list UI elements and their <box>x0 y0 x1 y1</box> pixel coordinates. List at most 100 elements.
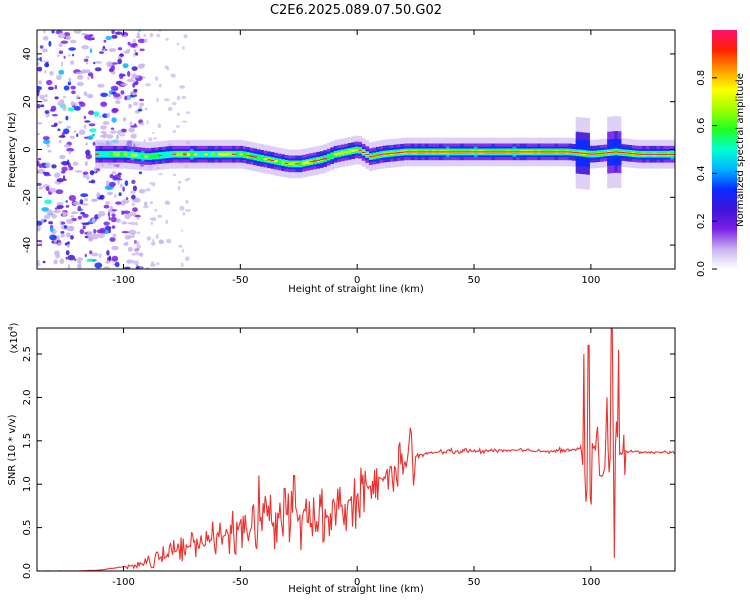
spectrogram-ridge-cell <box>95 153 100 155</box>
snr-y-multiplier-base: (x10 <box>9 331 20 354</box>
spectrogram-noise-blob <box>181 120 188 123</box>
spectrogram-noise-blob <box>131 179 136 184</box>
spectrogram-noise-blob <box>54 172 61 178</box>
spectrogram-noise-blob <box>129 94 138 97</box>
spectrogram-y-tick-label: 40 <box>22 48 33 61</box>
spectrogram-noise-blob <box>84 253 87 258</box>
spectrogram-noise-blob <box>131 233 135 238</box>
spectrogram-ridge-cell <box>337 152 341 155</box>
spectrogram-noise-blob <box>181 248 184 253</box>
spectrogram-ridge-cell <box>309 161 313 163</box>
spectrogram-noise-blob <box>122 117 127 122</box>
spectrogram-ridge-cell <box>127 151 131 158</box>
spectrogram-noise-blob <box>61 166 68 172</box>
spectrogram-noise-blob <box>87 236 94 242</box>
spectrogram-noise-blob <box>76 133 79 137</box>
spectrogram-noise-blob <box>109 237 116 242</box>
spectrogram-ridge-cell <box>656 153 660 155</box>
spectrogram-ridge-cell <box>281 160 285 165</box>
spectrogram-noise-blob <box>61 161 70 166</box>
spectrogram-ridge-cell <box>638 153 643 155</box>
spectrogram-ridge-cell <box>98 150 103 158</box>
spectrogram-ridge-cell <box>516 151 520 153</box>
spectrogram-noise-blob <box>99 134 107 138</box>
spectrogram-ridge-cell <box>123 152 128 157</box>
spectrogram-noise-blob <box>65 225 73 232</box>
spectrogram-noise-blob <box>124 213 131 220</box>
spectrogram-noise-blob <box>60 170 66 174</box>
spectrogram-noise-blob <box>137 109 143 112</box>
spectrogram-noise-blob <box>108 255 112 261</box>
spectrogram-noise-blob <box>139 48 145 52</box>
spectrogram-noise-blob <box>106 112 111 118</box>
spectrogram-noise-blob <box>112 233 117 239</box>
spectrogram-noise-blob <box>67 167 70 170</box>
spectrogram-noise-blob <box>105 35 112 41</box>
spectrogram-noise-blob <box>76 74 84 80</box>
spectrogram-y-tick-label: 20 <box>22 95 33 108</box>
spectrogram-noise-blob <box>143 202 147 206</box>
spectrogram-noise-blob <box>99 227 106 234</box>
spectrogram-noise-blob <box>57 54 60 57</box>
spectrogram-noise-blob <box>150 221 153 226</box>
spectrogram-noise-blob <box>68 47 76 51</box>
spectrogram-noise-blob <box>55 189 64 195</box>
spectrogram-ridge-cell <box>155 153 159 158</box>
spectrogram-noise-blob <box>90 259 97 262</box>
spectrogram-noise-blob <box>37 90 40 93</box>
spectrogram-noise-blob <box>103 39 107 43</box>
spectrogram-noise-blob <box>84 69 91 73</box>
spectrogram-noise-blob <box>81 203 89 206</box>
spectrogram-noise-blob <box>111 225 116 229</box>
spectrogram-noise-blob <box>63 225 68 229</box>
spectrogram-noise-blob <box>115 134 120 140</box>
spectrogram-noise-blob <box>123 242 129 246</box>
spectrogram-noise-blob <box>122 63 129 69</box>
spectrogram-noise-blob <box>158 173 163 176</box>
spectrogram-ridge-cell <box>319 158 324 161</box>
spectrogram-noise-blob <box>62 211 67 217</box>
spectrogram-ridge-cell <box>169 151 173 158</box>
spectrogram-ridge-cell <box>526 151 531 153</box>
spectrogram-ridge-cell <box>589 153 594 155</box>
spectrogram-noise-blob <box>100 125 108 130</box>
spectrogram-x-tick-label: 0 <box>354 275 360 286</box>
spectrogram-noise-blob <box>133 260 139 265</box>
spectrogram-ridge-cell <box>530 151 534 153</box>
snr-panel: -100 -50 0 50 100 0.0 0.5 1.0 1.5 2.0 2.5 Height … <box>7 322 676 595</box>
spectrogram-noise-blob <box>139 122 145 126</box>
spectrogram-noise-blob <box>68 77 72 83</box>
spectrogram-noise-blob <box>115 218 121 223</box>
spectrogram-ridge-cell <box>603 152 608 154</box>
spectrogram-ridge-cell <box>137 152 142 160</box>
spectrogram-ridge-cell <box>109 152 114 157</box>
spectrogram-noise-blob <box>131 202 135 207</box>
spectrogram-ridge-cell <box>354 148 359 152</box>
spectrogram-noise-blob <box>146 236 152 241</box>
spectrogram-noise-blob <box>122 210 131 214</box>
spectrogram-noise-blob <box>96 192 101 198</box>
spectrogram-ridge-cell <box>470 151 475 153</box>
spectrogram-x-tick-label: 100 <box>581 275 600 286</box>
spectrogram-noise-blob <box>66 148 75 152</box>
spectrogram-ridge-cell <box>193 153 198 156</box>
spectrogram-noise-blob <box>37 86 42 91</box>
spectrogram-ridge-cell <box>340 150 345 155</box>
spectrogram-noise-blob <box>149 217 154 221</box>
spectrogram-noise-blob <box>149 181 152 185</box>
spectrogram-noise-blob <box>82 225 86 230</box>
spectrogram-noise-blob <box>120 183 123 188</box>
spectrogram-ridge-cell <box>396 152 401 154</box>
spectrogram-noise-blob <box>112 175 116 180</box>
spectrogram-noise-blob <box>65 35 72 40</box>
spectrogram-noise-blob <box>61 221 66 225</box>
spectrogram-noise-blob <box>145 188 151 192</box>
spectrogram-noise-blob <box>134 52 139 56</box>
spectrogram-noise-blob <box>132 82 136 88</box>
spectrogram-noise-blob <box>53 259 58 265</box>
spectrogram-noise-blob <box>179 205 185 211</box>
spectrogram-noise-blob <box>154 208 158 212</box>
spectrogram-noise-blob <box>81 32 88 36</box>
spectrogram-noise-blob <box>85 149 91 156</box>
